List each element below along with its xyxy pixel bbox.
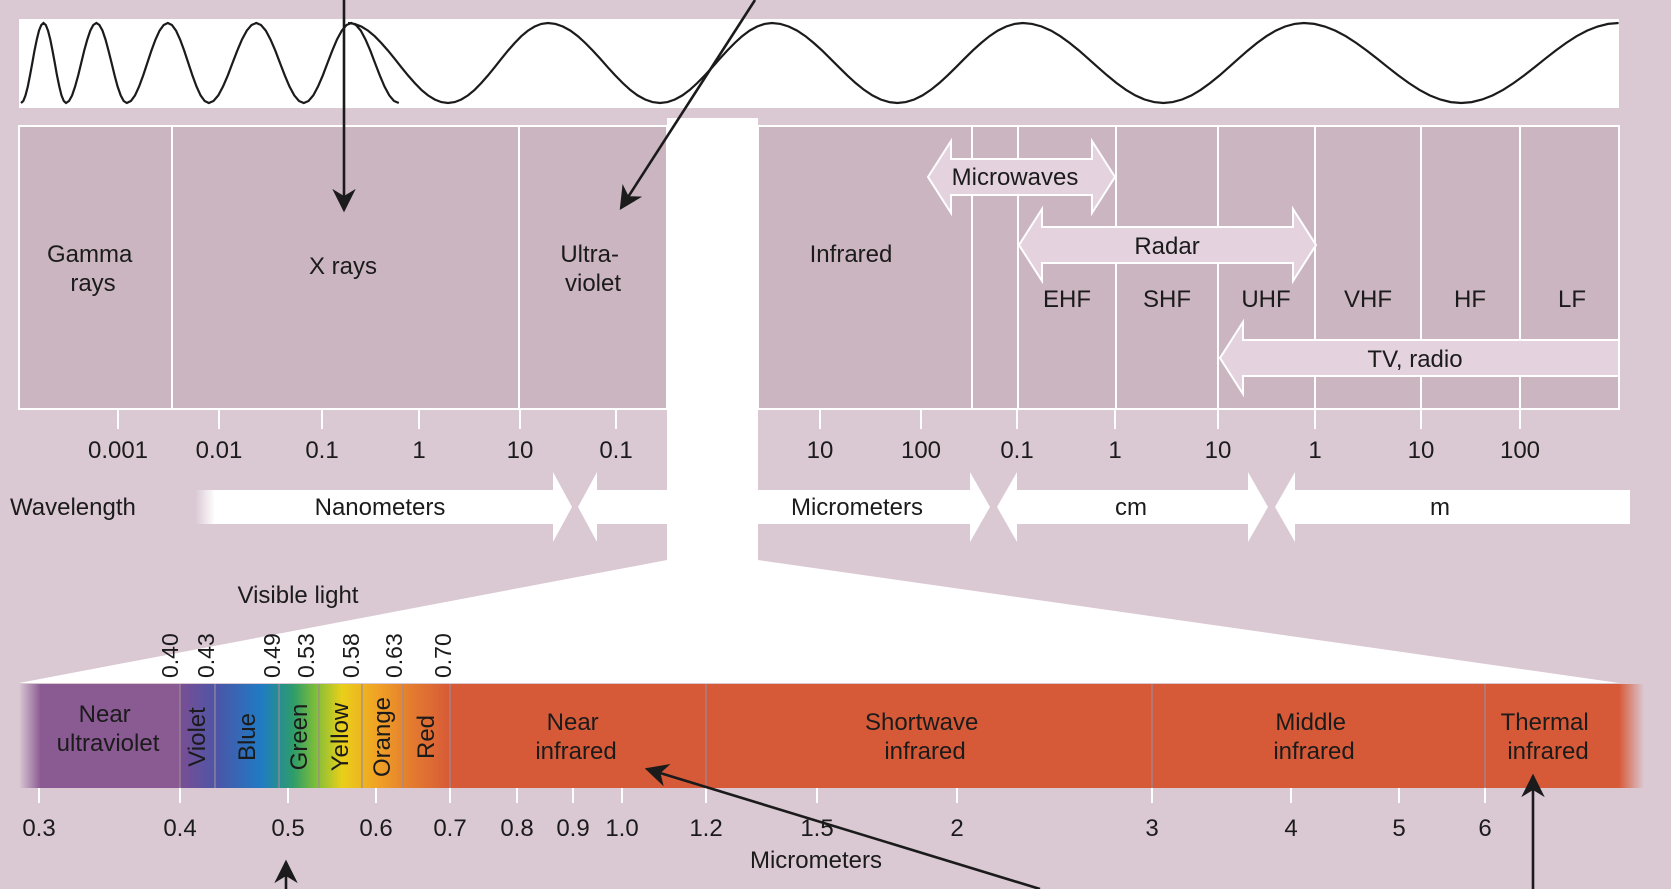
visible-boundary-label: 0.40 [157,633,183,678]
red-label: Red [413,715,440,759]
band-shf-label: SHF [1143,286,1191,313]
wavelength-wave [20,21,1619,105]
visible-light-label: Visible light [238,582,359,609]
top-tick-label: 0.001 [88,437,148,464]
gamma-rays-label: Gamma rays [47,241,139,297]
bottom-tick-label: 1.5 [800,815,833,842]
band-uhf-label: UHF [1241,286,1290,313]
pointer-arrow-ultraviolet [619,0,757,210]
microwaves-label: Microwaves [952,164,1079,191]
thermal-infrared-label: Thermal infrared [1501,709,1596,765]
band-ehf-label: EHF [1043,286,1091,313]
radar-label: Radar [1134,233,1199,260]
visible-boundaries: 0.40 0.43 0.49 0.53 0.58 0.63 0.70 [157,633,456,678]
band-lf-label: LF [1558,286,1586,313]
near-ultraviolet-segment [40,684,180,788]
green-label: Green [286,704,313,771]
pointer-arrows [274,0,1545,889]
bottom-tick-label: 6 [1478,815,1491,842]
m-label: m [1430,494,1450,521]
top-tick-label: 100 [1500,437,1540,464]
visible-boundary-label: 0.43 [193,633,219,678]
top-tick-label: 10 [807,437,834,464]
nanometers-arrow-fade [195,490,215,524]
bar-left-fade [19,684,41,788]
bottom-tick-label: 2 [950,815,963,842]
bottom-tick-label: 3 [1145,815,1158,842]
top-tick-label: 0.1 [599,437,632,464]
blue-label: Blue [234,713,261,761]
nanometers-label: Nanometers [315,494,446,521]
infrared-label: Infrared [810,241,893,268]
bottom-tick-label: 1.0 [605,815,638,842]
top-tick-label: 0.01 [196,437,243,464]
radar-range-arrow [1017,205,1318,285]
wavelength-label: Wavelength [10,494,136,521]
top-tick-label: 100 [901,437,941,464]
wavelength-scale: 0.001 0.01 0.1 1 10 0.1 10 100 0.1 1 10 1 10 100 [88,409,1540,464]
ultraviolet-label: Ultra- violet [560,241,625,297]
zoom-funnel [19,118,1619,683]
top-tick-label: 10 [1205,437,1232,464]
visible-boundary-label: 0.58 [338,633,364,678]
bottom-tick-label: 0.7 [433,815,466,842]
shortwave-infrared-label: Shortwave infrared [865,709,985,765]
visible-boundary-label: 0.70 [430,633,456,678]
top-tick-label: 10 [507,437,534,464]
bottom-tick-label: 0.6 [359,815,392,842]
middle-infrared-label: Middle infrared [1273,709,1354,765]
cm-arrow [997,472,1268,542]
x-rays-label: X rays [309,253,377,280]
bottom-tick-label: 0.3 [22,815,55,842]
band-hf-label: HF [1454,286,1486,313]
cm-label: cm [1115,494,1147,521]
yellow-label: Yellow [327,702,354,771]
nanometers-arrow-return [578,472,667,542]
visible-boundary-label: 0.53 [293,633,319,678]
bottom-tick-label: 5 [1392,815,1405,842]
micrometers-arrow [758,472,990,542]
bottom-tick-label: 1.2 [689,815,722,842]
top-tick-label: 1 [412,437,425,464]
bottom-tick-label: 0.4 [163,815,196,842]
bottom-tick-label: 0.9 [556,815,589,842]
visible-boundary-label: 0.49 [259,633,285,678]
pointer-arrow-near-infrared [644,763,1041,889]
near-ultraviolet-label: Near ultraviolet [57,701,160,757]
visible-segment [180,684,450,788]
microwaves-range-arrow [926,137,1117,217]
violet-label: Violet [184,707,211,767]
bottom-tick-label: 0.8 [500,815,533,842]
m-arrow [1275,472,1630,542]
tv-radio-range-arrow [1218,318,1620,398]
top-tick-label: 1 [1108,437,1121,464]
near-infrared-label: Near infrared [535,709,616,765]
top-tick-label: 10 [1408,437,1435,464]
micrometer-scale: 0.3 0.4 0.5 0.6 0.7 0.8 0.9 1.0 1.2 1.5 2 3 4 5 6 [22,788,1492,842]
top-tick-label: 1 [1308,437,1321,464]
bar-right-fade [1619,684,1644,788]
bottom-tick-label: 0.5 [271,815,304,842]
micrometers-top-label: Micrometers [791,494,923,521]
top-tick-label: 0.1 [1000,437,1033,464]
band-vhf-label: VHF [1344,286,1392,313]
segment-dividers [179,684,1486,788]
tv-radio-label: TV, radio [1367,346,1462,373]
infrared-segment [450,684,1620,788]
bottom-tick-label: 4 [1284,815,1297,842]
visible-boundary-label: 0.63 [381,633,407,678]
top-tick-label: 0.1 [305,437,338,464]
wave-strip [19,19,1619,108]
micrometers-axis-label: Micrometers [750,847,882,874]
nanometers-arrow [215,472,572,542]
orange-label: Orange [369,697,396,777]
